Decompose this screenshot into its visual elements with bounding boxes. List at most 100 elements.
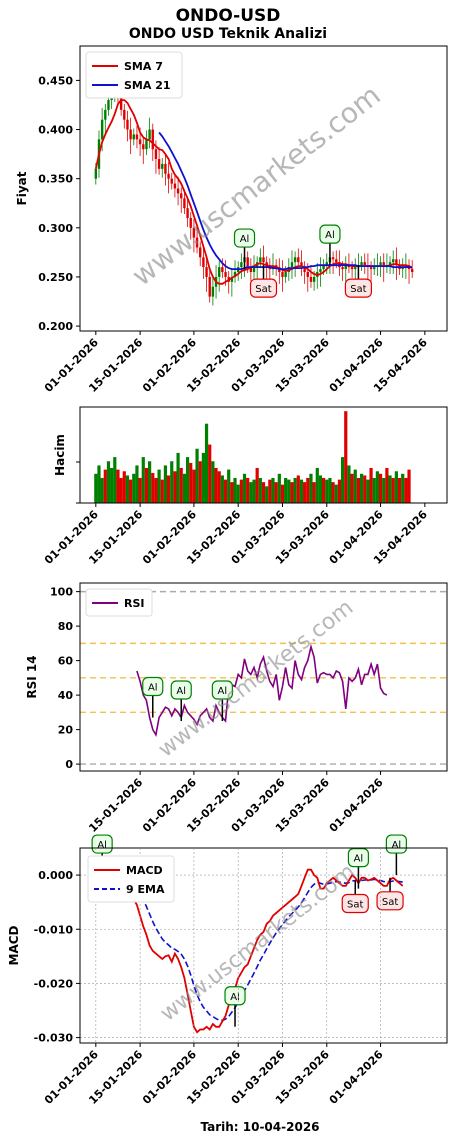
volume-bar-30 — [189, 462, 193, 503]
price-ytick-label-1: 0.250 — [38, 271, 73, 284]
price-candle-body-67 — [306, 272, 309, 277]
price-candle-body-13 — [135, 134, 139, 140]
volume-bar-17 — [148, 461, 152, 503]
price-candle-body-48 — [246, 257, 249, 268]
volume-bar-78 — [340, 457, 345, 503]
price-candle-body-68 — [309, 276, 313, 282]
volume-bar-71 — [318, 475, 323, 503]
price-signal-3-label: Sat — [350, 284, 366, 295]
rsi-signal-1-box — [170, 680, 192, 700]
volume-bar-51 — [255, 467, 259, 503]
price-candle-body-62 — [290, 262, 294, 268]
volume-bar-82 — [353, 469, 357, 503]
price-candle-body-98 — [404, 265, 408, 268]
price-signal-3-box — [344, 278, 373, 298]
rsi-axes-frame — [79, 582, 448, 772]
price-candle-body-64 — [297, 257, 300, 263]
volume-bar-64 — [296, 475, 300, 503]
volume-bar-10 — [125, 475, 130, 503]
price-candle-body-39 — [218, 267, 221, 277]
price-candle-body-15 — [142, 144, 145, 150]
price-candle-body-30 — [189, 217, 192, 228]
volume-bar-33 — [198, 461, 202, 503]
price-ylabel: Fiyat — [15, 171, 29, 205]
volume-bar-28 — [182, 473, 187, 503]
price-candle-body-25 — [173, 183, 177, 189]
rsi-ytick-label-5: 100 — [50, 586, 73, 599]
price-candle-body-65 — [300, 262, 303, 268]
rsi-ytick-label-4: 80 — [58, 620, 74, 633]
volume-bar-65 — [299, 479, 304, 503]
price-candle-body-53 — [262, 257, 265, 263]
volume-bar-85 — [363, 475, 367, 503]
macd-signal-4-box — [347, 848, 370, 868]
volume-bar-60 — [284, 477, 288, 503]
volume-bar-31 — [192, 469, 196, 503]
volume-bar-0 — [94, 473, 98, 503]
macd-signal-0-box — [91, 834, 113, 854]
price-candle-body-85 — [363, 262, 366, 266]
price-candle-body-75 — [331, 257, 335, 260]
price-candle-body-84 — [360, 262, 363, 266]
price-ytick-label-5: 0.450 — [38, 74, 73, 87]
price-candle-body-36 — [208, 276, 211, 297]
volume-ylabel: Hacim — [53, 434, 67, 476]
price-candle-body-57 — [274, 265, 278, 268]
price-candle-body-19 — [154, 149, 158, 160]
volume-bar-73 — [325, 479, 329, 503]
volume-bar-72 — [322, 477, 326, 503]
price-candle-body-73 — [325, 262, 328, 266]
macd-ytick-label-2: -0.010 — [34, 923, 74, 936]
price-candle-body-33 — [199, 247, 202, 258]
price-candle-body-3 — [104, 109, 107, 120]
price-candle-body-95 — [395, 259, 398, 266]
price-candle-body-27 — [180, 193, 183, 199]
price-candle-body-94 — [392, 259, 395, 263]
price-candle-body-76 — [335, 259, 338, 263]
price-candle-body-66 — [303, 267, 306, 273]
price-candle-body-72 — [322, 265, 325, 270]
volume-bar-1 — [97, 465, 101, 503]
volume-bar-77 — [337, 479, 342, 503]
volume-bar-5 — [110, 467, 114, 503]
volume-bar-56 — [271, 477, 275, 503]
volume-bar-63 — [293, 477, 297, 503]
price-candle-body-26 — [176, 188, 180, 194]
chart-title: ONDO-USD — [175, 6, 281, 26]
volume-bar-16 — [144, 467, 149, 503]
chart-subtitle: ONDO USD Teknik Analizi — [128, 26, 328, 42]
price-candle-body-32 — [195, 237, 199, 248]
volume-bar-11 — [129, 479, 133, 503]
volume-bar-52 — [258, 477, 262, 503]
price-candle-body-56 — [271, 265, 275, 270]
macd-ytick-label-0: -0.030 — [34, 1032, 74, 1045]
price-candle-body-88 — [373, 267, 376, 270]
macd-signal-2-box — [224, 986, 246, 1006]
price-candle-body-16 — [145, 139, 148, 150]
volume-bar-7 — [116, 469, 120, 503]
volume-bar-36 — [208, 444, 212, 503]
volume-bar-32 — [195, 448, 199, 503]
volume-bar-88 — [372, 477, 376, 503]
volume-bar-4 — [106, 461, 111, 503]
volume-axes-frame — [79, 406, 448, 504]
macd-ytick-label-3: 0.000 — [38, 869, 73, 882]
rsi-signal-0-label: Al — [148, 683, 158, 694]
volume-bar-38 — [214, 467, 218, 503]
macd-signal-4-label: Al — [354, 854, 364, 865]
price-signal-0-box — [233, 228, 256, 248]
volume-bar-75 — [331, 482, 335, 503]
price-candle-body-50 — [252, 267, 256, 273]
rsi-x-tick-label-5: 01-04-2026 — [327, 776, 386, 835]
volume-bar-86 — [366, 479, 370, 503]
volume-bar-84 — [359, 473, 364, 503]
volume-bar-97 — [401, 473, 405, 503]
rsi-signal-1-label: Al — [176, 686, 186, 697]
volume-bar-89 — [375, 471, 379, 503]
price-candle-body-100 — [410, 269, 414, 273]
volume-bar-62 — [290, 482, 294, 503]
macd-axes-frame — [79, 847, 448, 1044]
volume-bar-47 — [242, 473, 247, 503]
volume-bar-91 — [382, 477, 386, 503]
volume-bar-23 — [166, 475, 171, 503]
